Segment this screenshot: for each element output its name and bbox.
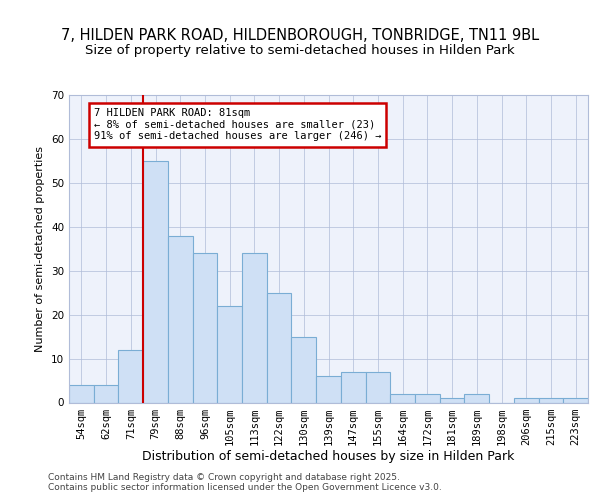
Bar: [69, 385, 94, 402]
Bar: [563, 398, 588, 402]
Bar: [539, 398, 563, 402]
Bar: [168, 236, 193, 402]
Bar: [118, 350, 143, 403]
Bar: [415, 394, 440, 402]
Bar: [94, 385, 118, 402]
Text: 7, HILDEN PARK ROAD, HILDENBOROUGH, TONBRIDGE, TN11 9BL: 7, HILDEN PARK ROAD, HILDENBOROUGH, TONB…: [61, 28, 539, 42]
Bar: [193, 253, 217, 402]
Bar: [514, 398, 539, 402]
Text: Size of property relative to semi-detached houses in Hilden Park: Size of property relative to semi-detach…: [85, 44, 515, 57]
Bar: [365, 372, 390, 402]
Bar: [464, 394, 489, 402]
Bar: [217, 306, 242, 402]
Bar: [242, 253, 267, 402]
Bar: [267, 292, 292, 403]
Bar: [440, 398, 464, 402]
Bar: [341, 372, 365, 402]
Bar: [390, 394, 415, 402]
Text: Contains HM Land Registry data © Crown copyright and database right 2025.
Contai: Contains HM Land Registry data © Crown c…: [48, 472, 442, 492]
Bar: [292, 336, 316, 402]
Bar: [316, 376, 341, 402]
Text: 7 HILDEN PARK ROAD: 81sqm
← 8% of semi-detached houses are smaller (23)
91% of s: 7 HILDEN PARK ROAD: 81sqm ← 8% of semi-d…: [94, 108, 381, 142]
Y-axis label: Number of semi-detached properties: Number of semi-detached properties: [35, 146, 46, 352]
Bar: [143, 161, 168, 402]
X-axis label: Distribution of semi-detached houses by size in Hilden Park: Distribution of semi-detached houses by …: [142, 450, 515, 464]
